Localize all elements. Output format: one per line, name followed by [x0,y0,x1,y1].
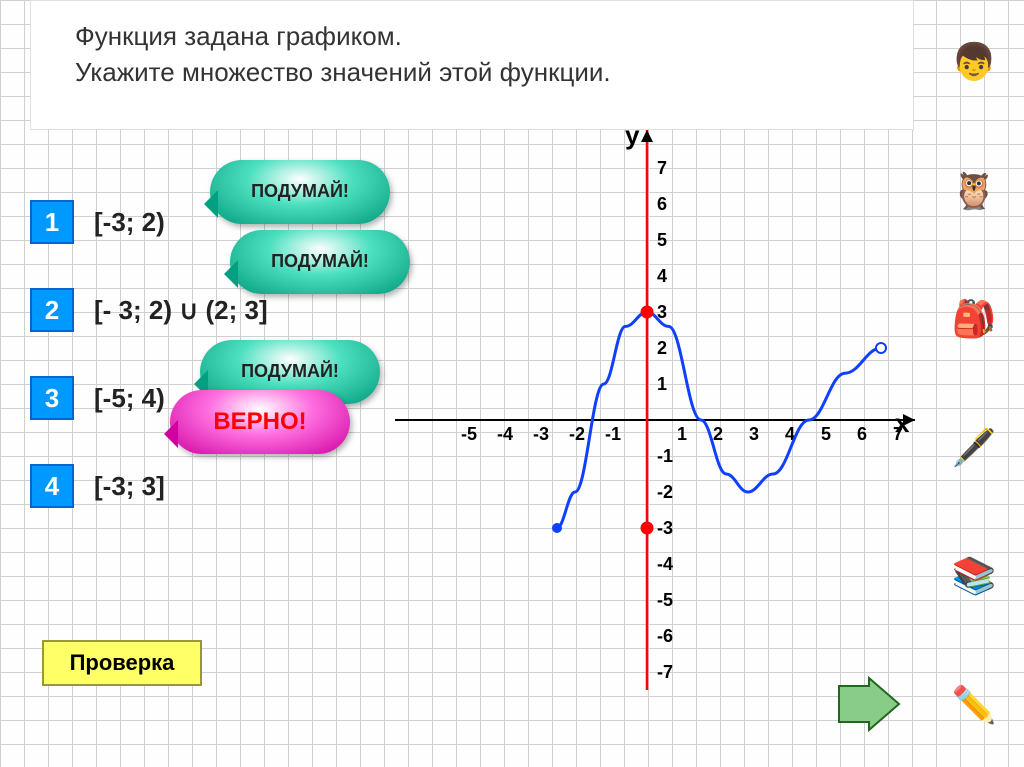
answer-text-1: [-3; 2) [94,207,165,238]
clipart-strip: 👦 🦉 🎒 🖋️ 📚 ✏️ [924,0,1024,767]
answer-text-2: [- 3; 2) ∪ (2; 3] [94,295,268,326]
svg-text:-3: -3 [657,518,673,538]
svg-text:-2: -2 [569,424,585,444]
svg-text:3: 3 [749,424,759,444]
svg-text:1: 1 [677,424,687,444]
answer-button-2[interactable]: 2 [30,288,74,332]
svg-text:-7: -7 [657,662,673,682]
svg-text:-5: -5 [461,424,477,444]
answer-text-4: [-3; 3] [94,471,165,502]
svg-text:-4: -4 [497,424,513,444]
answer-button-1[interactable]: 1 [30,200,74,244]
feedback-bubble-4: ВЕРНО! [170,390,350,454]
svg-text:-5: -5 [657,590,673,610]
svg-text:-2: -2 [657,482,673,502]
check-button[interactable]: Проверка [42,640,202,686]
feedback-text-2: ПОДУМАЙ! [271,252,369,272]
svg-text:5: 5 [657,230,667,250]
question-text: Функция задана графиком. Укажите множест… [75,18,611,91]
svg-text:1: 1 [657,374,667,394]
svg-text:-4: -4 [657,554,673,574]
answer-button-3[interactable]: 3 [30,376,74,420]
svg-text:-1: -1 [605,424,621,444]
y-axis-label: y [625,120,639,151]
svg-text:2: 2 [713,424,723,444]
x-axis-label: x [895,408,909,439]
svg-text:5: 5 [821,424,831,444]
svg-text:7: 7 [657,158,667,178]
svg-text:6: 6 [857,424,867,444]
answer-text-3: [-5; 4) [94,383,165,414]
feedback-text-4: ВЕРНО! [213,408,306,436]
answer-row-2: 2 [- 3; 2) ∪ (2; 3] [30,288,410,332]
clipart-books: 📚 [934,541,1014,611]
feedback-bubble-2: ПОДУМАЙ! [230,230,410,294]
svg-text:6: 6 [657,194,667,214]
feedback-text-1: ПОДУМАЙ! [251,182,349,202]
chart-svg: -5-4-3-2-112345677654321-1-2-3-4-5-6-7 [395,130,915,690]
svg-text:4: 4 [657,266,667,286]
feedback-bubble-1: ПОДУМАЙ! [210,160,390,224]
clipart-owl: 🦉 [934,156,1014,226]
clipart-bag: 🎒 [934,284,1014,354]
question-line2: Укажите множество значений этой функции. [75,54,611,90]
svg-text:-3: -3 [533,424,549,444]
function-chart: -5-4-3-2-112345677654321-1-2-3-4-5-6-7 y… [395,130,915,650]
clipart-pen: 🖋️ [934,413,1014,483]
answer-row-4: 4 [-3; 3] [30,464,410,508]
svg-text:-1: -1 [657,446,673,466]
question-line1: Функция задана графиком. [75,18,611,54]
clipart-pencil: ✏️ [934,670,1014,740]
clipart-boy: 👦 [934,27,1014,97]
svg-text:-6: -6 [657,626,673,646]
answer-button-4[interactable]: 4 [30,464,74,508]
feedback-text-3: ПОДУМАЙ! [241,362,339,382]
svg-text:2: 2 [657,338,667,358]
